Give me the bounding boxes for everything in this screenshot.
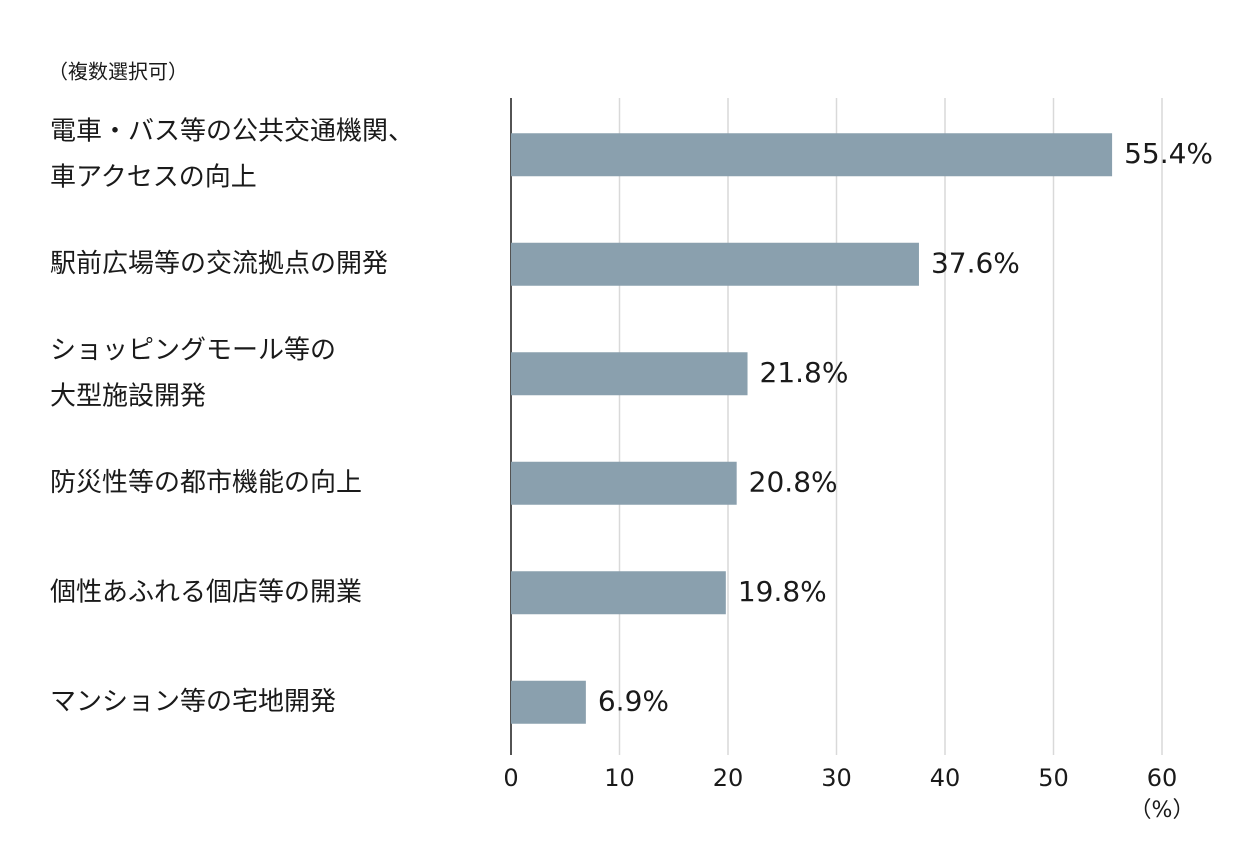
chart-subtitle: （複数選択可）	[48, 60, 188, 84]
bar	[511, 352, 748, 396]
bar	[511, 680, 586, 724]
x-tick-label: 20	[713, 764, 744, 792]
value-label: 21.8%	[760, 356, 849, 389]
y-tick-label: 車アクセスの向上	[50, 162, 257, 192]
x-tick-label: 50	[1038, 764, 1069, 792]
y-tick-label: 防災性等の都市機能の向上	[50, 468, 362, 498]
x-tick-label: 0	[503, 764, 518, 792]
y-tick-label: 駅前広場等の交流拠点の開発	[50, 249, 388, 279]
y-tick-label: 大型施設開発	[50, 381, 206, 411]
bar	[511, 571, 726, 615]
x-tick-label: 30	[821, 764, 852, 792]
value-label: 19.8%	[738, 575, 827, 608]
value-label: 55.4%	[1124, 137, 1213, 170]
x-tick-label: 40	[930, 764, 961, 792]
y-tick-label: ショッピングモール等の	[50, 335, 336, 365]
bar	[511, 133, 1113, 177]
bar	[511, 242, 919, 286]
y-tick-label: マンション等の宅地開発	[50, 687, 336, 717]
y-tick-label: 電車・バス等の公共交通機関、	[50, 116, 414, 146]
y-tick-label: 個性あふれる個店等の開業	[50, 577, 362, 607]
x-unit-label: （%）	[1130, 798, 1195, 823]
x-tick-label: 10	[604, 764, 635, 792]
value-label: 37.6%	[931, 246, 1020, 279]
x-tick-label: 60	[1147, 764, 1178, 792]
value-label: 6.9%	[598, 684, 669, 717]
value-label: 20.8%	[749, 465, 838, 498]
bar	[511, 461, 737, 505]
